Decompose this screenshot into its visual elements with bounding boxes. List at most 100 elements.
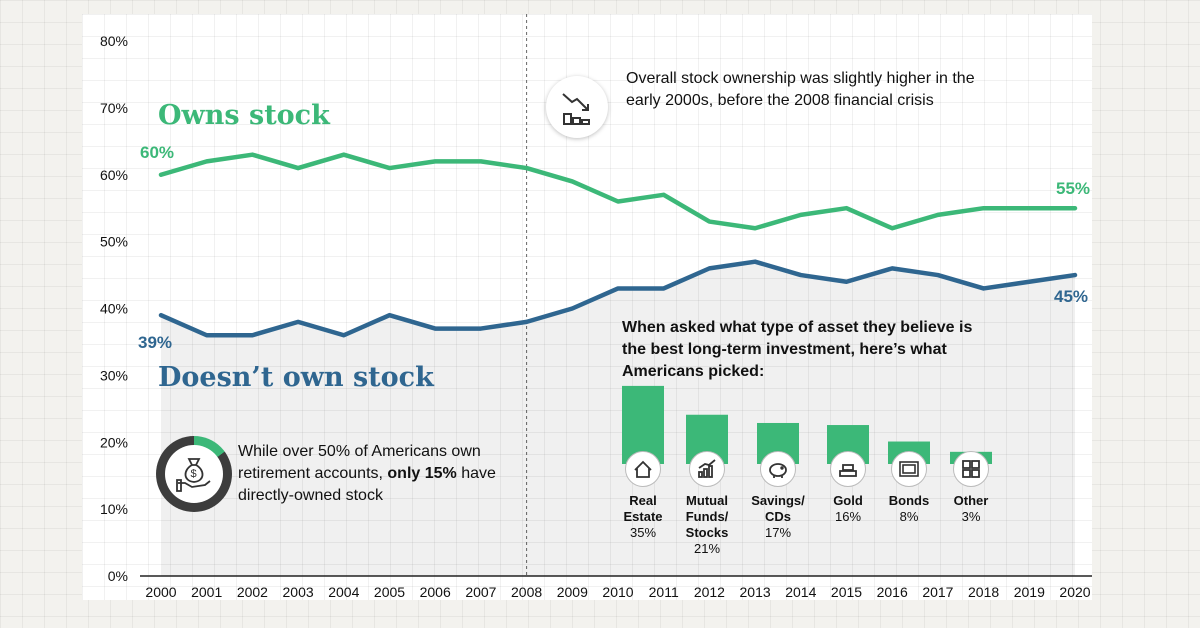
owns-stock-point — [617, 201, 619, 202]
x-tick-label: 2007 — [465, 584, 496, 600]
inset-bar-value: 16% — [834, 509, 862, 524]
doesnt-own-stock-point — [891, 267, 893, 269]
inset-bar-caption: Savings/ CDs 17% — [743, 493, 813, 541]
series-title-doesnt-own: Doesn’t own stock — [158, 362, 435, 393]
inset-bar-value: 21% — [693, 541, 721, 556]
doesnt-own-end-label: 45% — [1054, 287, 1088, 306]
owns-stock-point — [708, 221, 710, 223]
inset-bar-caption: Bonds 8% — [874, 493, 944, 525]
x-tick-label: 2014 — [785, 584, 816, 600]
y-axis: 0% 10% 20% 30% 40% 50% 60% 70% 80% — [100, 33, 128, 584]
x-tick-label: 2010 — [602, 584, 633, 600]
owns-stock-point — [206, 160, 208, 162]
doesnt-own-stock-point — [983, 287, 985, 289]
owns-stock-point — [1028, 207, 1030, 209]
series-labels: Owns stock Doesn’t own stock 60% 55% 39%… — [138, 100, 1090, 393]
doesnt-own-stock-point — [754, 261, 756, 263]
owns-stock-point — [1074, 207, 1076, 209]
piggy-bank-icon — [760, 451, 796, 487]
series-lines — [158, 152, 1078, 576]
retirement-ring: $ — [156, 436, 232, 512]
x-tick-label: 2003 — [283, 584, 314, 600]
retirement-note-pre: While over 50% of Americans own retireme… — [238, 443, 481, 482]
y-tick-label: 10% — [100, 501, 128, 517]
owns-stock-point — [663, 194, 665, 196]
x-tick-label: 2012 — [694, 584, 725, 600]
owns-stock-point — [800, 214, 802, 216]
owns-stock-point — [526, 167, 528, 169]
doesnt-own-stock-point — [434, 328, 436, 330]
y-tick-label: 20% — [100, 434, 128, 450]
y-tick-label: 30% — [100, 367, 128, 383]
owns-stock-point — [846, 207, 847, 209]
x-tick-label: 2019 — [1014, 584, 1045, 600]
inset-bar-value: 3% — [961, 509, 981, 524]
owns-stock-point — [983, 207, 985, 209]
owns-end-label: 55% — [1056, 179, 1090, 198]
doesnt-own-stock-point — [160, 314, 162, 316]
x-tick-label: 2013 — [740, 584, 771, 600]
owns-stock-point — [891, 227, 893, 229]
owns-stock-point — [389, 167, 390, 169]
crisis-note-text: Overall stock ownership was slightly hig… — [626, 70, 975, 109]
doesnt-own-start-label: 39% — [138, 333, 172, 352]
inset-bar-label: Savings/ CDs — [751, 493, 805, 524]
doesnt-own-stock-point — [343, 334, 345, 336]
doesnt-own-stock-point — [846, 281, 847, 283]
doesnt-own-stock-point — [663, 287, 665, 289]
inset-bar-value: 35% — [629, 525, 657, 540]
inset-bar-label: Other — [953, 493, 989, 508]
y-tick-label: 70% — [100, 100, 128, 116]
y-tick-label: 60% — [100, 167, 128, 183]
rising-chart-icon — [689, 451, 725, 487]
doesnt-own-stock-point — [708, 267, 710, 269]
doesnt-own-area — [161, 261, 1075, 576]
y-tick-label: 40% — [100, 301, 128, 317]
owns-stock-point — [571, 180, 573, 182]
inset-bar-value: 17% — [764, 525, 792, 540]
inset-bar-caption: Other 3% — [936, 493, 1006, 525]
bond-certificate-icon — [891, 451, 927, 487]
x-tick-label: 2006 — [420, 584, 451, 600]
inset-bar-caption: Mutual Funds/ Stocks 21% — [672, 493, 742, 557]
inset-bar-caption: Real Estate 35% — [608, 493, 678, 541]
doesnt-own-stock-point — [1074, 274, 1076, 276]
owns-stock-point — [937, 214, 939, 216]
gold-bars-icon — [830, 451, 866, 487]
x-tick-label: 2001 — [191, 584, 222, 600]
inset-bar-caption: Gold 16% — [813, 493, 883, 525]
doesnt-own-stock-point — [800, 274, 802, 276]
x-tick-label: 2005 — [374, 584, 405, 600]
owns-stock-point — [434, 160, 436, 162]
owns-stock-line — [158, 152, 1078, 231]
crisis-icon-circle — [546, 76, 608, 138]
series-title-owns: Owns stock — [158, 100, 331, 131]
doesnt-own-stock-point — [617, 287, 619, 289]
doesnt-own-stock-point — [297, 321, 299, 323]
x-tick-label: 2000 — [145, 584, 176, 600]
declining-bar-chart-icon — [562, 93, 590, 125]
doesnt-own-stock-point — [251, 334, 253, 336]
x-tick-label: 2018 — [968, 584, 999, 600]
x-tick-label: 2016 — [877, 584, 908, 600]
x-tick-label: 2002 — [237, 584, 268, 600]
y-tick-label: 0% — [108, 568, 128, 584]
doesnt-own-stock-point — [480, 328, 482, 330]
doesnt-own-stock-point — [571, 308, 573, 309]
retirement-note-bold: only 15% — [387, 465, 457, 482]
owns-stock-point — [480, 160, 482, 162]
owns-stock-point — [754, 227, 756, 229]
owns-start-label: 60% — [140, 143, 174, 162]
retirement-note: While over 50% of Americans own retireme… — [238, 441, 518, 507]
x-axis: 2000 2001 2002 2003 2004 2005 2006 2007 2008 2009… — [140, 14, 1092, 600]
inset-question: When asked what type of asset they belie… — [622, 317, 992, 383]
doesnt-own-stock-point — [389, 314, 390, 316]
svg-text:$: $ — [191, 468, 197, 480]
crisis-note: Overall stock ownership was slightly hig… — [626, 68, 996, 112]
x-tick-label: 2004 — [328, 584, 359, 600]
owns-stock-point — [297, 167, 299, 169]
x-tick-label: 2015 — [831, 584, 862, 600]
inset-question-text: When asked what type of asset they belie… — [622, 319, 973, 380]
owns-stock-point — [160, 174, 162, 176]
x-tick-label: 2011 — [649, 584, 679, 600]
